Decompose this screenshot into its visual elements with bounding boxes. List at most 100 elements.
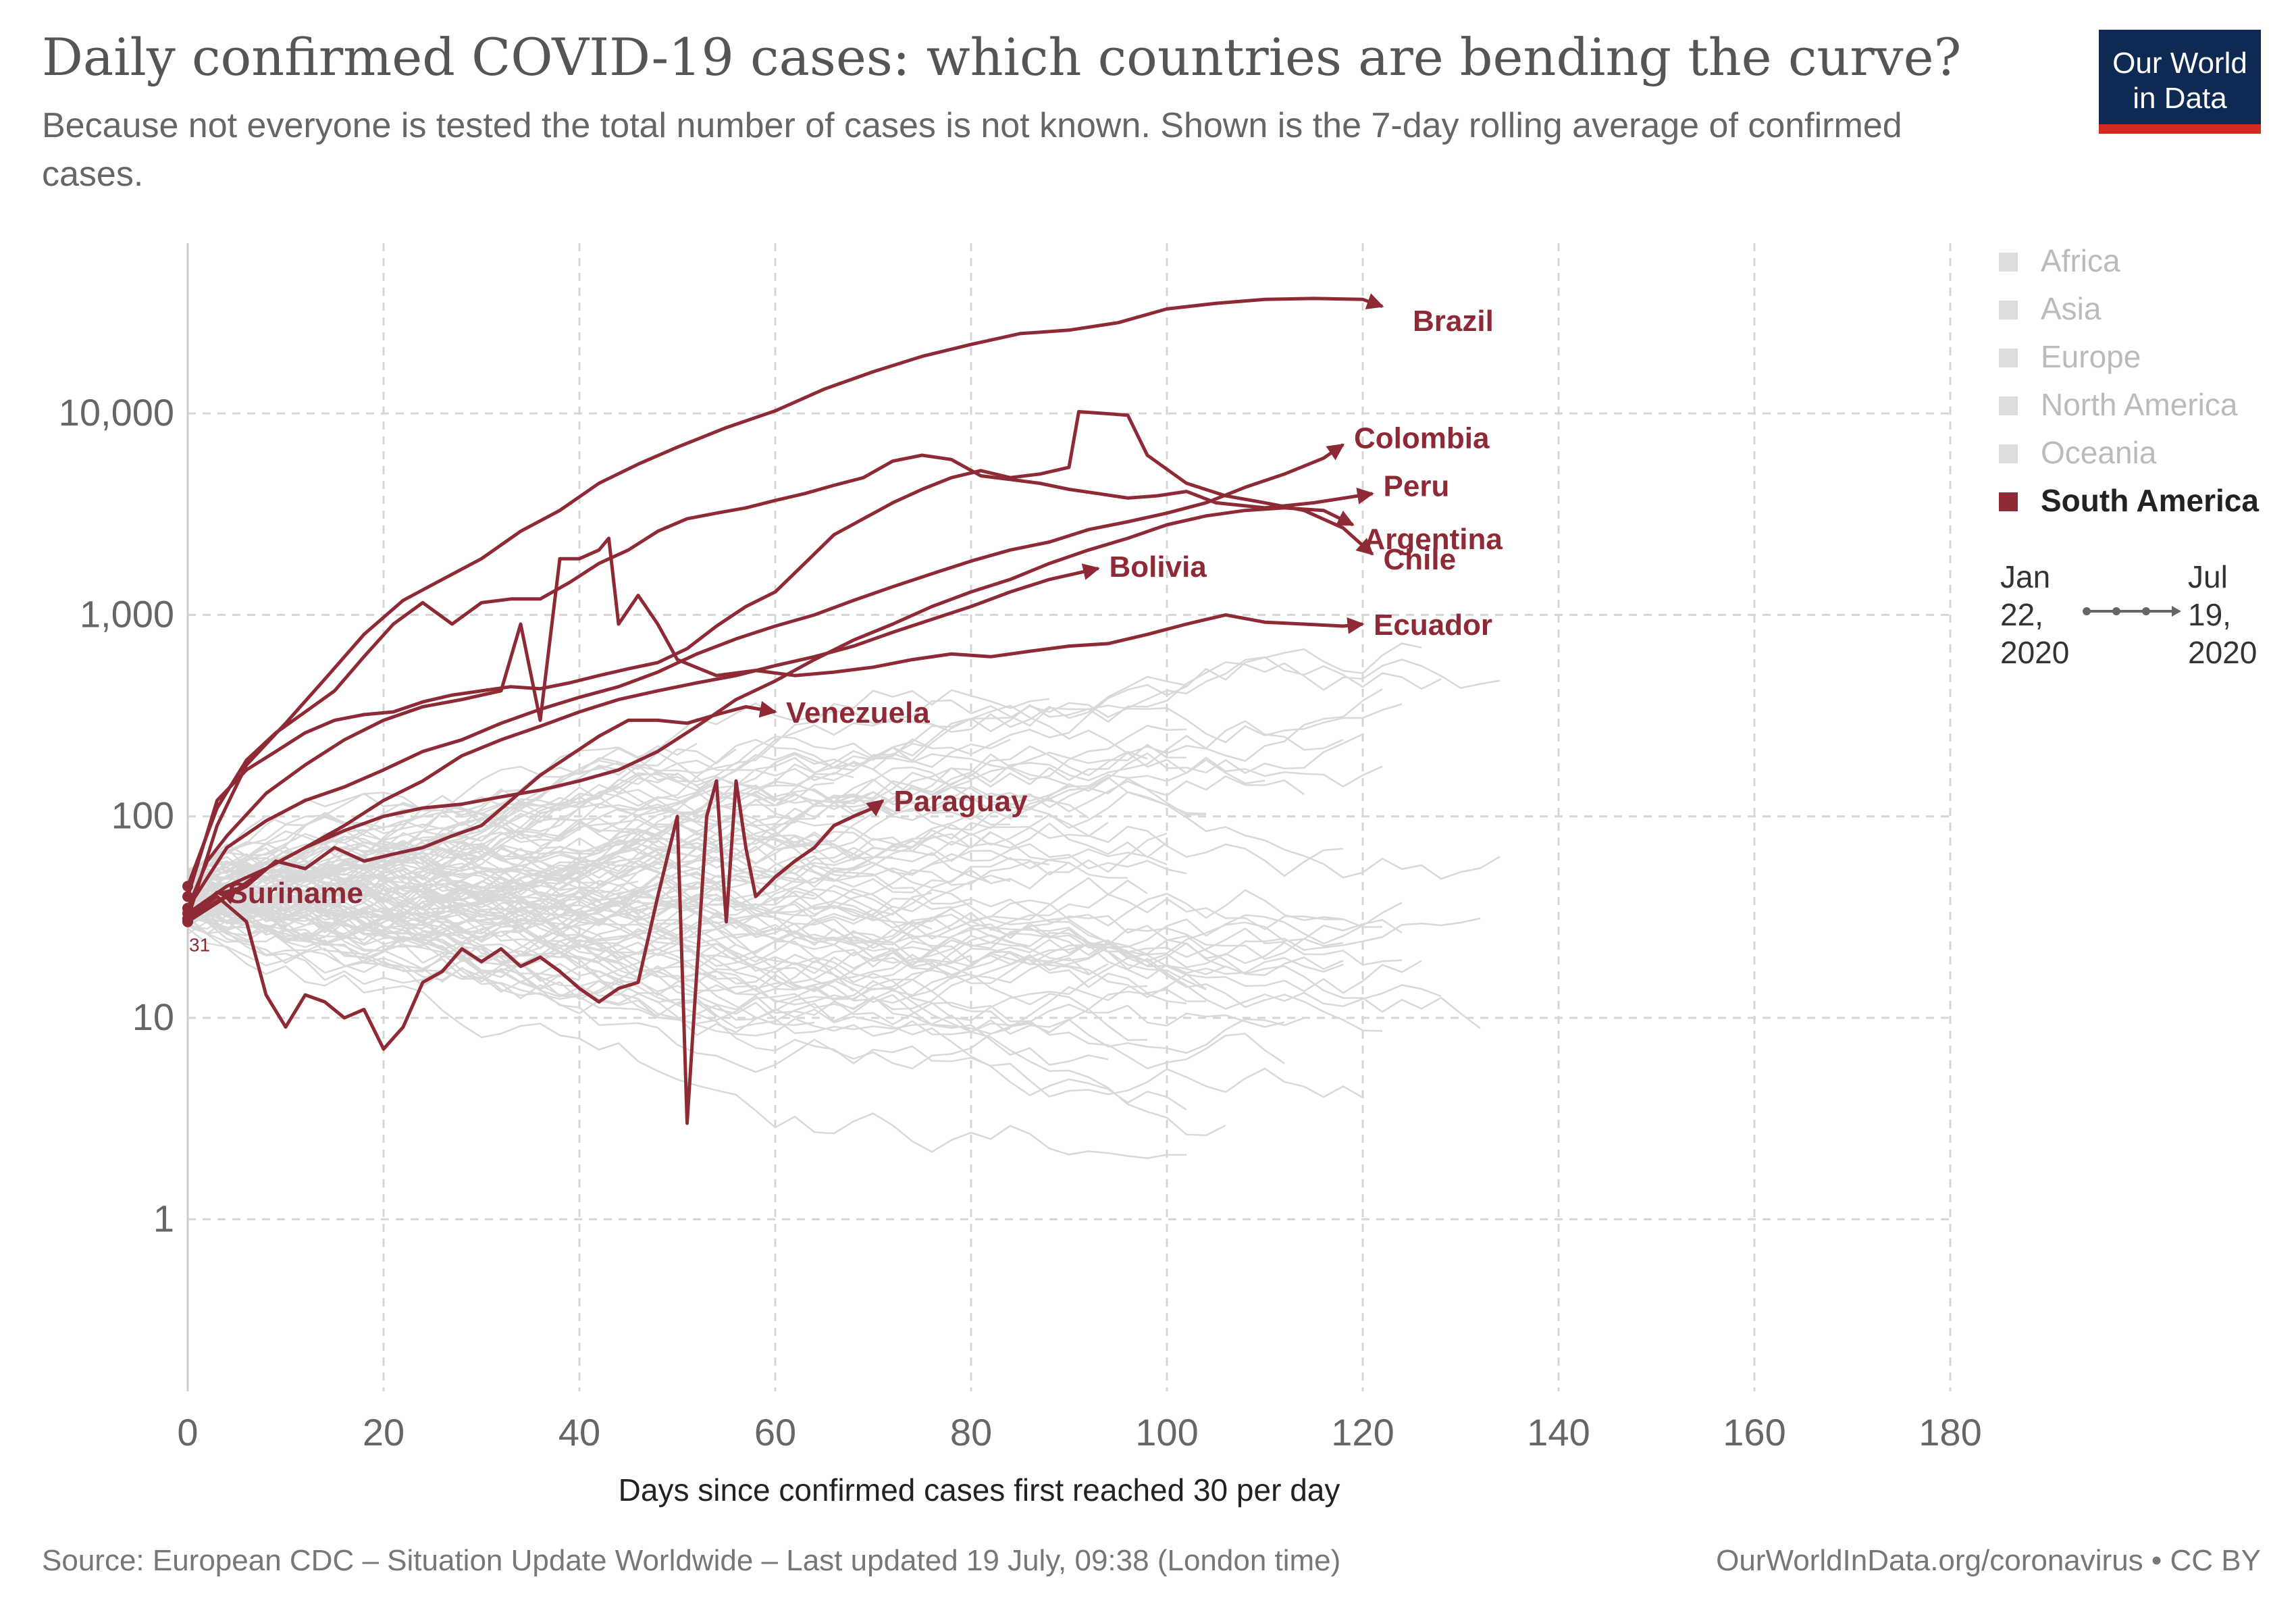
series-line-ecuador[interactable] (186, 536, 1365, 909)
other-country-line (187, 889, 717, 1018)
other-country-line (187, 758, 893, 891)
start-annotation: 31 (189, 934, 210, 955)
series-line-peru[interactable] (186, 453, 1374, 887)
series-line-chile[interactable] (186, 410, 1374, 898)
other-country-line (187, 703, 1403, 907)
legend-swatch (1999, 301, 2018, 319)
x-tick-label: 0 (177, 1411, 198, 1453)
owid-logo[interactable]: Our World in Data (2099, 30, 2261, 134)
other-country-line (187, 888, 1011, 1035)
other-country-line (187, 895, 854, 992)
x-tick-label: 160 (1723, 1411, 1785, 1453)
legend-label: South America (2041, 483, 2259, 518)
y-tick-label: 1 (153, 1197, 174, 1239)
series-label-brazil[interactable]: Brazil (1413, 305, 1494, 338)
timeline-start-day: 22, (2000, 597, 2043, 632)
series-line-suriname[interactable] (186, 887, 238, 921)
other-country-line (187, 806, 835, 919)
legend-swatch (1999, 253, 2018, 272)
logo-line-2: in Data (2133, 82, 2227, 115)
series-line-bolivia[interactable] (186, 563, 1100, 923)
timeline-start-year: 2020 (2000, 635, 2070, 670)
other-country-line (187, 864, 815, 923)
x-tick-label: 80 (950, 1411, 992, 1453)
series-start-dot-suriname (182, 913, 193, 925)
series-label-chile[interactable]: Chile (1384, 543, 1457, 576)
other-country-line (187, 885, 1285, 1070)
x-tick-label: 100 (1135, 1411, 1198, 1453)
y-tick-label: 10 (132, 996, 174, 1038)
x-tick-label: 40 (558, 1411, 600, 1453)
x-tick-label: 120 (1331, 1411, 1394, 1453)
other-country-line (187, 688, 1383, 877)
license-link[interactable]: OurWorldInData.org/coronavirus • CC BY (1716, 1544, 2261, 1577)
timeline-start-month: Jan (2000, 559, 2051, 594)
legend-swatch (1999, 396, 2018, 415)
other-country-line (187, 882, 1285, 958)
other-country-line (187, 788, 1089, 884)
other-country-line (187, 865, 893, 917)
series-line-argentina[interactable] (186, 506, 1355, 915)
other-country-line (187, 903, 1148, 1029)
other-country-line (187, 893, 1207, 1002)
x-tick-label: 60 (754, 1411, 796, 1453)
series-label-peru[interactable]: Peru (1384, 469, 1450, 503)
x-tick-label: 140 (1527, 1411, 1590, 1453)
series-label-venezuela[interactable]: Venezuela (786, 696, 930, 729)
series-line-venezuela[interactable] (186, 700, 777, 923)
other-country-line (187, 744, 1186, 935)
other-countries-lines (187, 642, 1501, 1160)
other-country-line (187, 916, 1226, 1137)
y-tick-label: 10,000 (59, 391, 174, 434)
other-country-line (187, 879, 1285, 1034)
timeline-end[interactable]: Jul 19, 2020 (2188, 558, 2257, 671)
south-america-series[interactable] (182, 293, 1384, 1125)
legend-swatch (1999, 349, 2018, 367)
other-country-line (187, 751, 1266, 929)
legend-label: Africa (2041, 243, 2120, 278)
other-country-line (187, 848, 1168, 934)
series-label-paraguay[interactable]: Paraguay (894, 785, 1028, 818)
timeline-end-month: Jul (2188, 559, 2228, 594)
other-country-line (187, 884, 1442, 1010)
series-label-argentina[interactable]: Argentina (1364, 523, 1503, 556)
y-tick-label: 100 (111, 794, 174, 837)
other-country-line (187, 875, 1344, 980)
other-country-line (187, 881, 1383, 1032)
axes: 1 10 100 1,000 10,000 0 20 40 60 80 100 120 140 160 18… (59, 243, 1982, 1453)
legend-swatch (1999, 444, 2018, 463)
legend-label: North America (2041, 387, 2238, 422)
series-label-suriname[interactable]: Suriname (228, 877, 364, 910)
chart-subtitle: Because not everyone is tested the total… (42, 106, 1902, 194)
other-country-line (187, 912, 1363, 1098)
other-country-line (187, 772, 678, 899)
x-tick-label: 20 (363, 1411, 405, 1453)
series-label-colombia[interactable]: Colombia (1354, 422, 1490, 455)
x-tick-label: 180 (1919, 1411, 1981, 1453)
grid (188, 243, 1952, 1391)
other-country-line (187, 772, 1501, 880)
other-country-line (187, 924, 717, 983)
other-country-line (187, 790, 776, 885)
other-country-line (187, 775, 1305, 923)
other-country-line (187, 843, 991, 914)
series-line-colombia[interactable] (186, 443, 1345, 910)
timeline-start[interactable]: Jan 22, 2020 (2000, 558, 2069, 671)
logo-line-1: Our World (2112, 47, 2247, 80)
chart-title: Daily confirmed COVID-19 cases: which co… (42, 27, 1962, 87)
series-line-paraguay[interactable] (186, 779, 885, 1125)
other-country-line (187, 748, 737, 899)
timeline-end-year: 2020 (2188, 635, 2258, 670)
other-country-line (187, 814, 1011, 917)
series-label-ecuador[interactable]: Ecuador (1374, 609, 1492, 642)
legend-label: Asia (2041, 291, 2102, 326)
timeline-slider[interactable] (2083, 601, 2184, 621)
series-label-bolivia[interactable]: Bolivia (1110, 550, 1207, 584)
other-country-line (187, 884, 972, 934)
series-line-brazil[interactable] (186, 293, 1384, 920)
other-country-line (187, 814, 1344, 904)
source-note: Source: European CDC – Situation Update … (42, 1544, 1341, 1577)
legend-swatch (1999, 492, 2018, 511)
